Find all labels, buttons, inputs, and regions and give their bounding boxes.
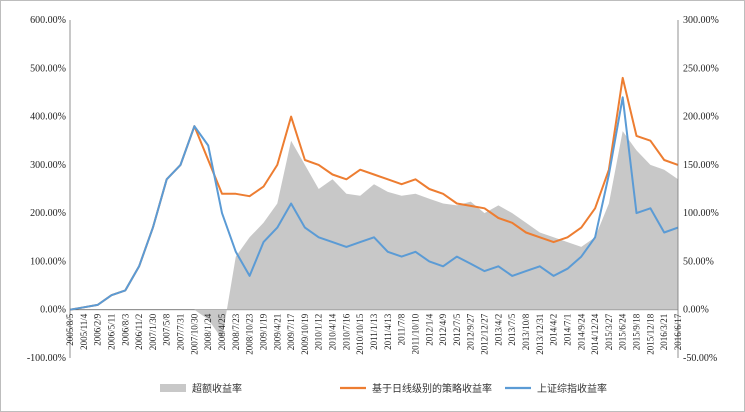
x-tick-label: 2012/9/27 (466, 313, 476, 350)
right-axis-tick: 200.00% (683, 112, 719, 123)
x-tick-label: 2012/1/4 (424, 313, 434, 346)
left-axis-tick: 0.00% (40, 305, 66, 316)
x-tick-label: 2010/1/12 (314, 314, 324, 351)
x-tick-label: 2013/12/31 (535, 314, 545, 355)
x-tick-label: 2006/2/9 (93, 313, 103, 346)
excess-return-area (70, 131, 678, 339)
x-tick-label: 2005/8/5 (65, 313, 75, 346)
legend-label: 超额收益率 (192, 382, 242, 395)
x-tick-label: 2015/9/18 (632, 313, 642, 350)
right-axis-tick: 50.00% (683, 256, 714, 267)
x-tick-label: 2014/7/1 (562, 314, 572, 346)
x-tick-label: 2011/4/13 (383, 313, 393, 350)
legend-label: 基于日线级别的策略收益率 (372, 382, 492, 395)
legend: 超额收益率 基于日线级别的策略收益率 上证综指收益率 (160, 382, 607, 395)
x-tick-label: 2009/7/17 (286, 313, 296, 350)
x-tick-label: 2014/9/24 (576, 313, 586, 350)
x-tick-label: 2010/4/14 (328, 313, 338, 350)
right-axis-tick: 300.00% (683, 15, 719, 26)
x-tick-label: 2014/12/24 (590, 313, 600, 355)
legend-swatch-area (160, 384, 186, 392)
x-tick-label: 2009/4/21 (272, 314, 282, 351)
x-tick-label: 2015/3/27 (604, 313, 614, 350)
x-tick-label: 2015/6/24 (618, 313, 628, 350)
right-axis-tick: 150.00% (683, 160, 719, 171)
x-tick-label: 2009/10/19 (300, 313, 310, 355)
x-tick-label: 2013/7/5 (507, 313, 517, 346)
left-axis-tick: 600.00% (30, 15, 66, 26)
right-axis-tick: 0.00% (683, 305, 709, 316)
right-axis-tick: 100.00% (683, 208, 719, 219)
legend-label: 上证综指收益率 (537, 382, 607, 395)
axes: -100.00% 0.00% 100.00% 200.00% 300.00% 400.00… (27, 15, 719, 364)
x-tick-label: 2005/11/4 (79, 313, 89, 350)
line-series-index-return (69, 96, 679, 311)
x-tick-label: 2014/4/2 (549, 314, 559, 346)
x-tick-label: 2016/6/17 (673, 313, 683, 350)
return-lines (69, 76, 679, 311)
x-tick-label: 2011/7/8 (397, 313, 407, 345)
x-tick-label: 2007/1/30 (148, 313, 158, 350)
x-tick-label: 2008/10/23 (245, 313, 255, 355)
x-tick-label: 2016/3/21 (659, 314, 669, 351)
left-axis-tick: 400.00% (30, 112, 66, 123)
x-tick-label: 2012/12/27 (480, 313, 490, 355)
x-tick-label: 2012/7/5 (452, 313, 462, 346)
left-axis-tick: 500.00% (30, 63, 66, 74)
area-series-excess-return (70, 131, 678, 339)
right-axis-tick: 250.00% (683, 63, 719, 74)
x-tick-label: 2011/10/10 (410, 313, 420, 354)
left-axis-tick: 200.00% (30, 208, 66, 219)
x-tick-label: 2008/7/23 (231, 313, 241, 350)
x-tick-label: 2015/12/18 (645, 313, 655, 355)
x-tick-label: 2010/10/15 (355, 313, 365, 355)
right-axis-tick: -50.00% (683, 353, 717, 364)
x-tick-label: 2013/10/8 (521, 313, 531, 350)
x-tick-label: 2006/5/11 (106, 314, 116, 350)
x-tick-label: 2008/4/25 (217, 313, 227, 350)
x-tick-label: 2013/4/2 (493, 314, 503, 346)
left-axis-tick: 300.00% (30, 160, 66, 171)
x-tick-label: 2008/1/24 (203, 313, 213, 350)
x-tick-label: 2010/7/16 (341, 313, 351, 350)
x-tick-label: 2007/5/8 (162, 313, 172, 346)
left-axis-tick: 100.00% (30, 256, 66, 267)
x-tick-label: 2007/7/31 (176, 314, 186, 351)
x-tick-label: 2012/4/9 (438, 313, 448, 346)
x-tick-label: 2006/11/2 (134, 314, 144, 350)
x-tick-label: 2011/1/13 (369, 313, 379, 350)
x-tick-label: 2006/8/3 (120, 313, 130, 346)
x-tick-label: 2009/1/19 (258, 313, 268, 350)
left-axis-tick: -100.00% (27, 353, 66, 364)
x-tick-label: 2007/10/30 (189, 313, 199, 355)
